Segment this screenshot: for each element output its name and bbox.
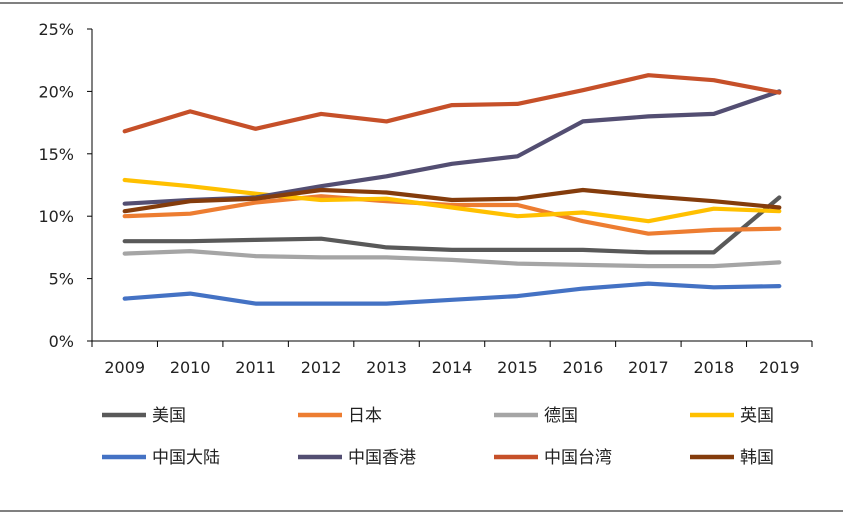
y-tick-label: 0% bbox=[49, 332, 74, 351]
x-tick-label: 2014 bbox=[432, 358, 473, 377]
axes-group: 0% 5% 10% 15% 20% 25% 2009 2010 2011 2012 2013 2014… bbox=[38, 20, 813, 377]
series-line bbox=[122, 187, 782, 214]
series-line bbox=[122, 195, 782, 255]
legend-label: 英国 bbox=[740, 406, 774, 426]
series-line bbox=[122, 89, 782, 206]
series-line bbox=[122, 194, 782, 236]
x-tick-label: 2009 bbox=[104, 358, 145, 377]
legend-label: 美国 bbox=[152, 406, 186, 426]
x-tick-label: 2011 bbox=[235, 358, 276, 377]
y-tick-label: 5% bbox=[49, 270, 74, 289]
legend-label: 日本 bbox=[348, 406, 382, 426]
x-tick-label: 2019 bbox=[759, 358, 800, 377]
series-line bbox=[122, 249, 782, 269]
x-tick-label: 2015 bbox=[497, 358, 538, 377]
series-line bbox=[122, 281, 782, 306]
legend-label: 中国大陆 bbox=[152, 448, 220, 468]
x-tick-label: 2018 bbox=[693, 358, 734, 377]
series-line bbox=[122, 73, 782, 134]
x-tick-label: 2013 bbox=[366, 358, 407, 377]
x-tick-label: 2016 bbox=[563, 358, 604, 377]
y-tick-label: 25% bbox=[38, 20, 74, 39]
legend-label: 中国香港 bbox=[348, 448, 416, 468]
y-tick-label: 20% bbox=[38, 82, 74, 101]
legend-label: 韩国 bbox=[740, 448, 774, 468]
y-tick-label: 10% bbox=[38, 207, 74, 226]
legend-label: 德国 bbox=[544, 406, 578, 426]
x-tick-label: 2012 bbox=[301, 358, 342, 377]
series-line bbox=[122, 177, 782, 224]
y-tick-label: 15% bbox=[38, 145, 74, 164]
series-group bbox=[122, 73, 782, 306]
legend-label: 中国台湾 bbox=[544, 448, 612, 468]
x-tick-label: 2010 bbox=[170, 358, 211, 377]
x-tick-label: 2017 bbox=[628, 358, 669, 377]
